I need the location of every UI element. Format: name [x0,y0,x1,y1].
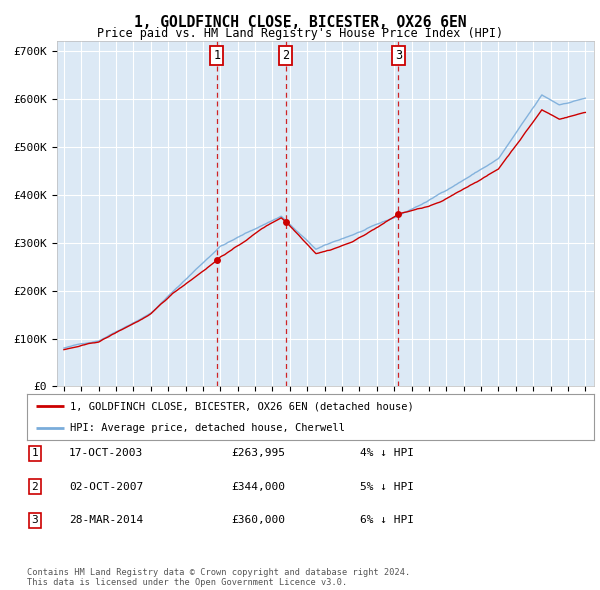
Text: 17-OCT-2003: 17-OCT-2003 [69,448,143,458]
Text: £263,995: £263,995 [231,448,285,458]
Text: 2: 2 [282,49,289,62]
Text: 3: 3 [31,516,38,525]
Text: 1: 1 [31,448,38,458]
Text: Price paid vs. HM Land Registry's House Price Index (HPI): Price paid vs. HM Land Registry's House … [97,27,503,40]
Text: HPI: Average price, detached house, Cherwell: HPI: Average price, detached house, Cher… [70,423,344,433]
Text: £344,000: £344,000 [231,482,285,491]
Text: 4% ↓ HPI: 4% ↓ HPI [360,448,414,458]
Text: £360,000: £360,000 [231,516,285,525]
Text: 02-OCT-2007: 02-OCT-2007 [69,482,143,491]
Text: 5% ↓ HPI: 5% ↓ HPI [360,482,414,491]
Text: 28-MAR-2014: 28-MAR-2014 [69,516,143,525]
Text: 3: 3 [395,49,402,62]
Text: 2: 2 [31,482,38,491]
Text: 1, GOLDFINCH CLOSE, BICESTER, OX26 6EN: 1, GOLDFINCH CLOSE, BICESTER, OX26 6EN [134,15,466,30]
Text: 6% ↓ HPI: 6% ↓ HPI [360,516,414,525]
Text: 1: 1 [214,49,220,62]
Text: 1, GOLDFINCH CLOSE, BICESTER, OX26 6EN (detached house): 1, GOLDFINCH CLOSE, BICESTER, OX26 6EN (… [70,401,413,411]
Text: Contains HM Land Registry data © Crown copyright and database right 2024.
This d: Contains HM Land Registry data © Crown c… [27,568,410,587]
